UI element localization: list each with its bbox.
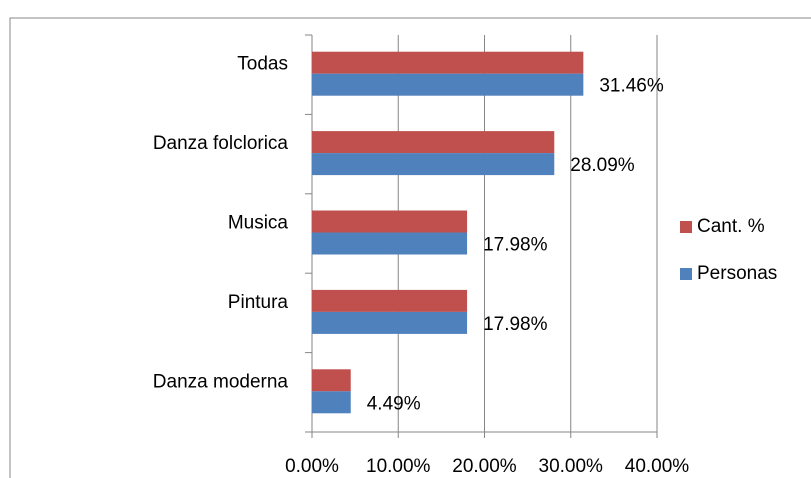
bar (312, 369, 351, 392)
bar (312, 51, 584, 74)
bar (312, 311, 468, 334)
x-tick-label: 20.00% (452, 456, 517, 477)
x-tick-label: 40.00% (625, 456, 690, 477)
frame (9, 17, 811, 478)
y-tick-label: Danza folclorica (153, 133, 289, 154)
x-tick-label: 10.00% (366, 456, 431, 477)
bar (312, 131, 555, 154)
legend-label: Personas (697, 263, 777, 284)
y-tick-label: Todas (237, 54, 288, 75)
legend-label: Cant. % (697, 216, 765, 237)
y-tick-label: Danza moderna (153, 371, 289, 392)
x-tick-label: 0.00% (285, 456, 339, 477)
bar (312, 391, 351, 414)
bar (312, 153, 555, 176)
x-tick-label: 30.00% (539, 456, 604, 477)
data-label: 17.98% (483, 314, 548, 335)
bar (312, 232, 468, 255)
bar (312, 210, 468, 233)
data-label: 31.46% (599, 76, 664, 97)
bar (312, 289, 468, 312)
y-tick-label: Pintura (228, 292, 289, 313)
legend-swatch (680, 268, 692, 280)
data-label: 4.49% (367, 393, 421, 414)
y-tick-label: Musica (228, 213, 289, 234)
data-label: 17.98% (483, 235, 548, 256)
legend-swatch (680, 221, 692, 233)
bar (312, 73, 584, 96)
data-label: 28.09% (570, 155, 635, 176)
